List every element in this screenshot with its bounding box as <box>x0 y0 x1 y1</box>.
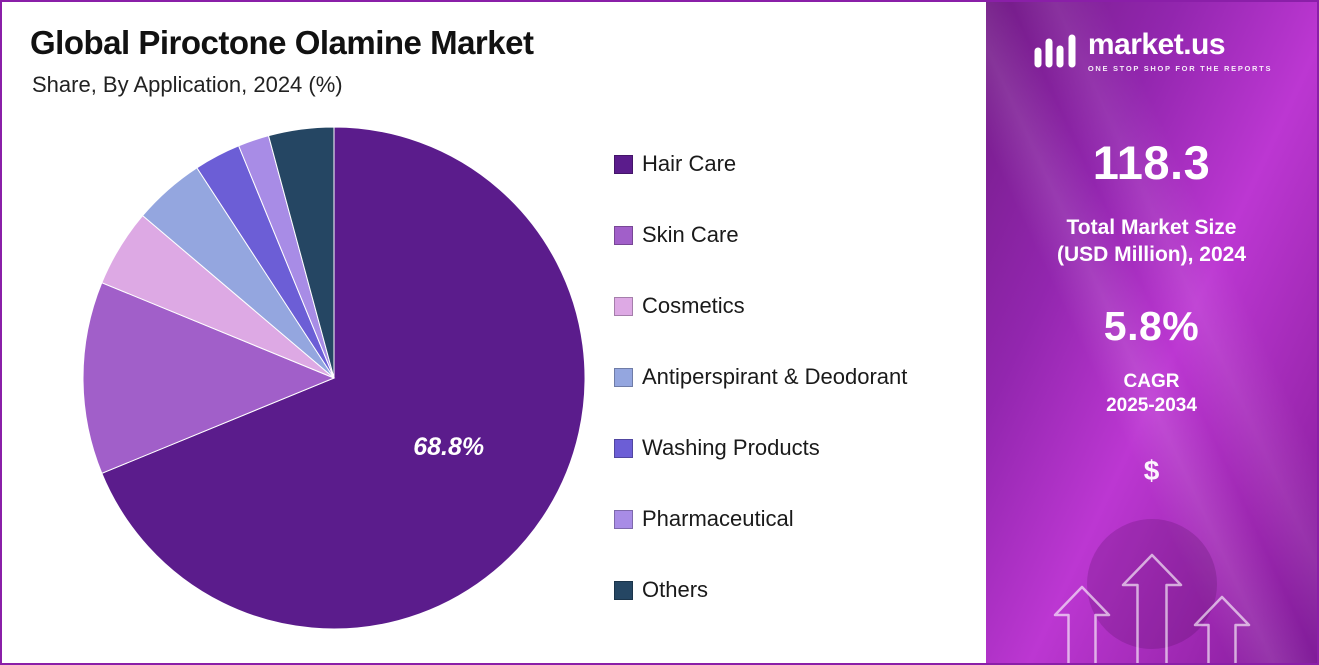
pie-slice-others <box>267 126 335 379</box>
brand-tagline: ONE STOP SHOP FOR THE REPORTS <box>1087 64 1273 73</box>
legend-swatch <box>614 154 633 174</box>
cagr-value: 5.8% <box>1103 302 1200 349</box>
legend-label: Washing Products <box>642 435 820 460</box>
legend-swatch <box>614 580 633 600</box>
legend-label: Antiperspirant & Deodorant <box>642 364 908 389</box>
legend-label: Pharmaceutical <box>642 506 794 531</box>
market-size-label: Total Market Size (USD Million), 2024 <box>1057 214 1246 269</box>
legend-item-washing-products: Washing Products <box>614 435 907 460</box>
legend-item-skin-care: Skin Care <box>614 222 907 247</box>
legend-swatch <box>614 438 633 458</box>
pie-slice-skin-care <box>82 282 336 474</box>
legend-item-hair-care: Hair Care <box>614 151 907 176</box>
background-circle-decoration <box>1086 519 1217 649</box>
page-subtitle: Share, By Application, 2024 (%) <box>32 72 343 97</box>
brand-sidebar: market.us ONE STOP SHOP FOR THE REPORTS … <box>986 2 1317 663</box>
cagr-label-line2: 2025-2034 <box>1106 395 1197 417</box>
legend: Hair Care Skin Care Cosmetics Antiperspiran… <box>614 151 908 602</box>
legend-label: Skin Care <box>642 222 739 247</box>
page-title: Global Piroctone Olamine Market <box>30 24 534 61</box>
legend-swatch <box>614 225 633 245</box>
brand-name: market.us <box>1087 28 1226 61</box>
legend-item-pharmaceutical: Pharmaceutical <box>614 506 907 531</box>
legend-swatch <box>614 296 633 316</box>
logo-text-block: market.us ONE STOP SHOP FOR THE REPORTS <box>1087 28 1273 74</box>
cagr-label: CAGR 2025-2034 <box>1106 370 1197 419</box>
pie-chart: 68.8% <box>82 126 586 630</box>
pie-data-label: 68.8% <box>413 433 484 461</box>
legend-item-antiperspirant-deodorant: Antiperspirant & Deodorant <box>614 364 908 389</box>
legend-item-cosmetics: Cosmetics <box>614 293 907 318</box>
market-us-logo-icon <box>1034 34 1076 67</box>
growth-arrows-icon <box>1053 553 1250 663</box>
legend-swatch <box>614 367 633 387</box>
market-us-logo: market.us ONE STOP SHOP FOR THE REPORTS <box>1031 30 1272 73</box>
dollar-icon: $ <box>1143 454 1160 486</box>
legend-swatch <box>614 509 633 529</box>
legend-item-others: Others <box>614 577 907 602</box>
market-size-label-line1: Total Market Size <box>1066 216 1237 239</box>
pie-slice-hair-care <box>101 126 586 630</box>
legend-label: Others <box>642 577 709 602</box>
legend-label: Hair Care <box>642 151 737 176</box>
market-size-label-line2: (USD Million), 2024 <box>1056 243 1247 267</box>
cagr-label-line1: CAGR <box>1123 370 1180 392</box>
market-size-value: 118.3 <box>1092 136 1211 189</box>
legend-label: Cosmetics <box>642 293 745 318</box>
